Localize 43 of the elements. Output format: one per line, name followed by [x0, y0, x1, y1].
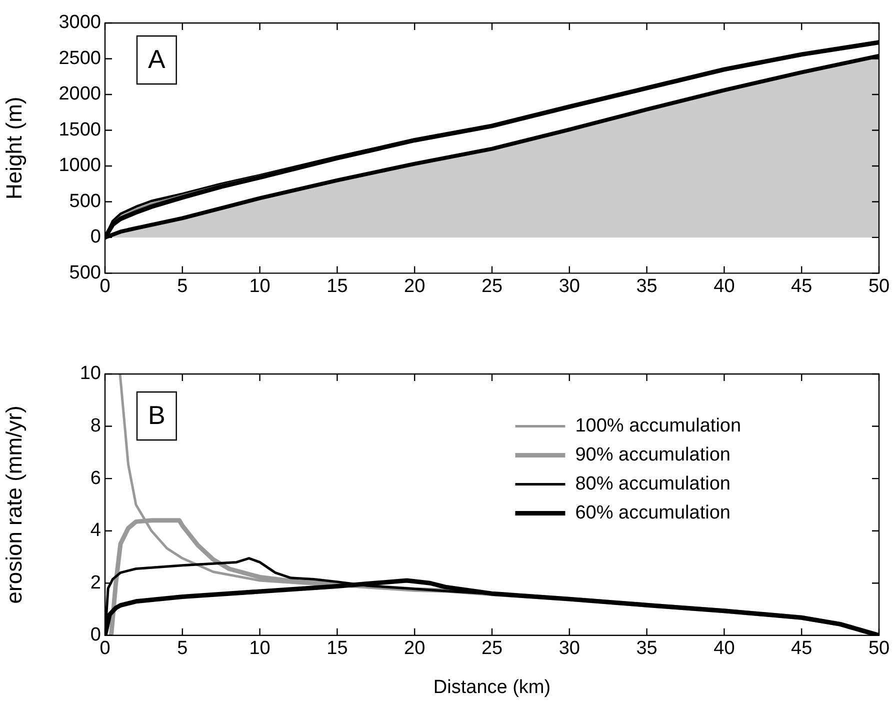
legend-label: 80% accumulation — [575, 474, 730, 495]
x-tick-label: 10 — [249, 638, 270, 660]
y-tick-label: 6 — [90, 468, 101, 489]
x-tick-label: 5 — [177, 276, 188, 297]
x-tick-label: 45 — [791, 276, 812, 297]
x-tick-label: 15 — [326, 276, 348, 297]
y-tick-label: 3000 — [58, 12, 101, 34]
x-tick-label: 35 — [636, 638, 658, 660]
x-tick-label: 40 — [714, 638, 735, 660]
legend-label: 60% accumulation — [575, 502, 730, 524]
y-tick-label: 500 — [69, 262, 101, 284]
legend-label: 100% accumulation — [575, 416, 742, 437]
y-tick-label: 2000 — [58, 84, 101, 105]
annotation: A — [148, 44, 166, 74]
x-tick-label: 40 — [714, 276, 735, 297]
y-tick-label: 0 — [90, 226, 101, 248]
y-tick-label: 10 — [80, 363, 101, 384]
y-axis-title: Height (m) — [1, 96, 26, 200]
legend-label: 90% accumulation — [575, 444, 730, 466]
x-tick-label: 15 — [326, 638, 348, 660]
x-tick-label: 20 — [404, 276, 426, 297]
y-tick-label: 2500 — [58, 48, 101, 69]
x-axis-title: Distance (km) — [433, 676, 551, 698]
y-tick-label: 8 — [90, 416, 101, 437]
y-tick-label: 1000 — [58, 155, 101, 176]
y-axis-title: erosion rate (mm/yr) — [1, 406, 26, 604]
x-tick-label: 50 — [868, 638, 890, 660]
x-tick-label: 25 — [481, 276, 503, 297]
x-tick-label: 20 — [404, 638, 426, 660]
x-tick-label: 45 — [791, 638, 812, 660]
y-tick-label: 0 — [90, 624, 101, 646]
x-tick-label: 50 — [868, 276, 890, 297]
x-tick-label: 5 — [177, 638, 188, 660]
y-tick-label: 1500 — [58, 119, 101, 140]
x-tick-label: 35 — [636, 276, 658, 297]
y-tick-label: 2 — [90, 572, 101, 594]
x-tick-label: 25 — [481, 638, 503, 660]
x-tick-label: 30 — [558, 276, 580, 297]
annotation: B — [148, 400, 166, 430]
x-tick-label: 30 — [558, 638, 580, 660]
y-tick-label: 4 — [90, 520, 102, 542]
x-tick-label: 10 — [249, 276, 270, 297]
y-tick-label: 500 — [69, 190, 101, 212]
